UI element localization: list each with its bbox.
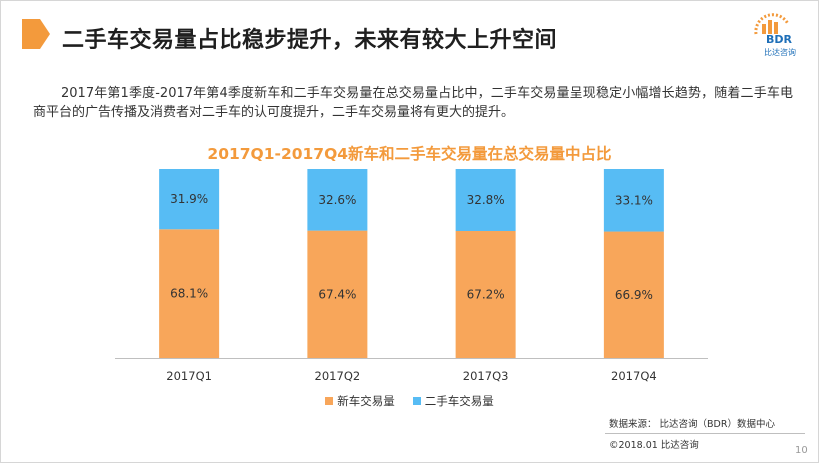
- bar-segment-used-car: [159, 169, 220, 230]
- bar-segment-new-car: [603, 231, 664, 358]
- x-tick-label: 2017Q4: [611, 369, 657, 383]
- bar-segment-used-car: [455, 169, 516, 231]
- bar-segment-new-car: [159, 229, 220, 358]
- data-label: 32.8%: [467, 193, 505, 207]
- legend-label-new-car: 新车交易量: [337, 394, 395, 408]
- bdr-logo-icon: [754, 13, 790, 35]
- bar-segment-used-car: [603, 169, 664, 232]
- chart-title: 2017Q1-2017Q4新车和二手车交易量在总交易量中占比: [207, 145, 612, 163]
- data-label: 33.1%: [615, 193, 653, 207]
- bar-segment-used-car: [307, 169, 368, 231]
- legend-item-new-car: 新车交易量: [325, 393, 395, 409]
- legend-swatch-new-car: [325, 397, 334, 405]
- data-label: 67.4%: [318, 287, 356, 301]
- x-tick-label: 2017Q1: [166, 369, 212, 383]
- legend-label-used-car: 二手车交易量: [424, 394, 494, 408]
- legend-swatch-used-car: [412, 397, 421, 405]
- data-label: 66.9%: [615, 288, 653, 302]
- bar-segment-new-car: [307, 230, 368, 358]
- page-title: 二手车交易量占比稳步提升，未来有较大上升空间: [62, 28, 558, 53]
- data-source: 数据来源： 比达咨询（BDR）数据中心: [609, 419, 775, 430]
- data-label: 32.6%: [318, 193, 356, 207]
- legend-item-used-car: 二手车交易量: [412, 393, 494, 409]
- chart-legend: 新车交易量 二手车交易量: [0, 393, 819, 409]
- footer-divider: [605, 433, 805, 434]
- description-paragraph: 2017年第1季度-2017年第4季度新车和二手车交易量在总交易量占比中，二手车…: [33, 86, 793, 120]
- x-tick-label: 2017Q3: [463, 369, 509, 383]
- data-label: 31.9%: [170, 192, 208, 206]
- logo-text: BDR: [766, 33, 792, 46]
- data-label: 68.1%: [170, 287, 208, 301]
- x-tick-label: 2017Q2: [315, 369, 361, 383]
- data-label: 67.2%: [467, 287, 505, 301]
- bar-segment-new-car: [455, 230, 516, 358]
- page-number: 10: [795, 445, 808, 456]
- logo-subtext: 比达咨询: [764, 48, 796, 57]
- copyright: ©2018.01 比达咨询: [609, 440, 699, 451]
